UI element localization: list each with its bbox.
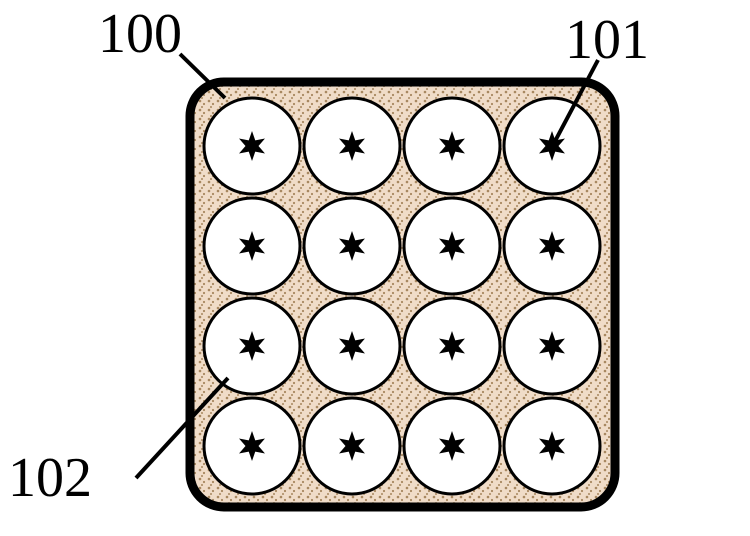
label-102: 102 [8, 446, 92, 510]
label-101: 101 [565, 8, 649, 72]
label-100: 100 [98, 2, 182, 66]
diagram-svg [0, 0, 750, 536]
diagram-canvas: 100 101 102 [0, 0, 750, 536]
